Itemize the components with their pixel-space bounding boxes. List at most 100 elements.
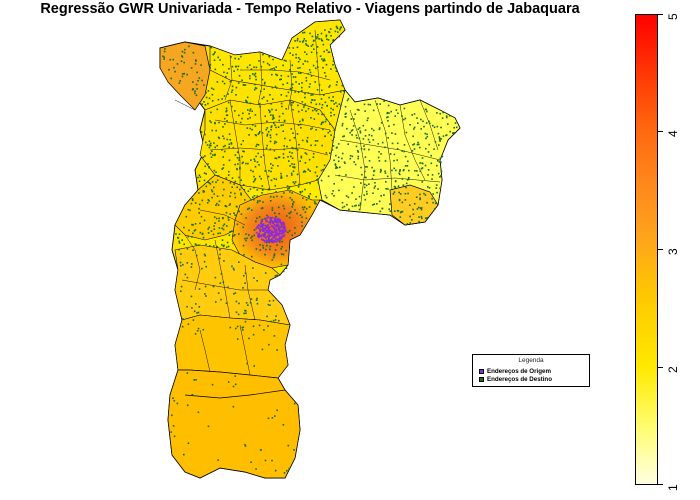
destination-point <box>275 133 278 136</box>
destination-point <box>218 121 220 124</box>
origin-point <box>263 239 266 242</box>
destination-point <box>268 241 270 244</box>
destination-point <box>198 192 200 194</box>
destination-point <box>191 307 193 309</box>
destination-point <box>295 81 297 83</box>
origin-point <box>268 239 271 242</box>
destination-point <box>329 152 331 154</box>
destination-point <box>205 91 207 94</box>
destination-point <box>308 196 310 198</box>
destination-point <box>238 302 240 305</box>
destination-point <box>406 165 409 167</box>
destination-point <box>223 150 226 153</box>
destination-point <box>360 166 362 169</box>
destination-point <box>252 267 254 269</box>
destination-point <box>391 169 393 172</box>
destination-point <box>388 208 390 210</box>
destination-point <box>172 425 175 427</box>
destination-point <box>238 233 240 235</box>
destination-point <box>287 75 290 78</box>
destination-point <box>162 55 164 58</box>
destination-point <box>316 51 318 54</box>
origin-point <box>267 239 270 242</box>
destination-point <box>421 162 424 165</box>
destination-point <box>288 151 291 153</box>
origin-point <box>271 232 273 235</box>
destination-point <box>213 228 216 230</box>
destination-point <box>301 118 304 121</box>
destination-point <box>258 324 261 327</box>
destination-point <box>210 87 213 90</box>
destination-point <box>440 126 442 129</box>
destination-point <box>198 174 201 177</box>
destination-point <box>302 119 304 122</box>
destination-point <box>175 233 177 235</box>
destination-point <box>179 80 181 82</box>
destination-point <box>345 112 347 115</box>
destination-point <box>234 65 237 68</box>
destination-point <box>226 138 229 141</box>
destination-point <box>324 101 327 104</box>
destination-point <box>249 127 252 130</box>
destination-point <box>271 86 274 89</box>
destination-point <box>291 192 293 194</box>
destination-point <box>323 58 325 60</box>
destination-point <box>288 47 291 49</box>
destination-point <box>411 150 414 152</box>
destination-point <box>267 325 269 327</box>
destination-point <box>428 143 430 146</box>
destination-point <box>274 469 277 472</box>
destination-point <box>329 130 331 132</box>
destination-point <box>415 196 418 198</box>
destination-point <box>335 102 337 104</box>
destination-point <box>231 230 233 232</box>
origin-point <box>273 227 275 230</box>
destination-point <box>378 127 381 129</box>
destination-point <box>313 118 316 120</box>
destination-point <box>300 127 302 129</box>
destination-point <box>290 83 293 86</box>
destination-point <box>280 172 282 175</box>
destination-point <box>401 210 404 213</box>
destination-point <box>201 233 204 235</box>
destination-point <box>322 121 324 123</box>
destination-point <box>253 277 255 279</box>
destination-point <box>211 100 214 102</box>
destination-point <box>334 66 337 69</box>
destination-point <box>289 165 291 167</box>
destination-point <box>395 109 398 111</box>
destination-point <box>218 227 221 229</box>
destination-point <box>312 64 315 67</box>
origin-point <box>266 240 268 243</box>
destination-point <box>396 148 399 150</box>
destination-point <box>431 197 433 200</box>
destination-point <box>399 173 401 176</box>
destination-point <box>338 35 341 38</box>
destination-point <box>223 223 226 225</box>
origin-point <box>277 224 279 227</box>
destination-point <box>227 219 230 221</box>
destination-point <box>380 169 382 172</box>
destination-point <box>418 220 420 223</box>
destination-point <box>384 132 387 135</box>
origin-point <box>280 236 283 239</box>
destination-point <box>304 211 307 213</box>
destination-point <box>326 105 328 107</box>
destination-point <box>379 210 382 213</box>
destination-point <box>195 254 198 257</box>
destination-point <box>310 45 313 47</box>
colorbar-label-2: 2 <box>666 366 680 373</box>
destination-point <box>304 188 306 191</box>
destination-point <box>191 394 194 396</box>
destination-point <box>223 71 225 74</box>
region-south-divider <box>184 389 286 399</box>
destination-point <box>241 117 243 120</box>
destination-point <box>268 343 270 346</box>
origin-point <box>273 231 275 233</box>
destination-point <box>196 88 198 90</box>
destination-point <box>298 183 300 186</box>
destination-point <box>232 405 235 408</box>
destination-point <box>173 435 176 438</box>
destination-point <box>247 109 249 111</box>
destination-point <box>296 173 299 176</box>
